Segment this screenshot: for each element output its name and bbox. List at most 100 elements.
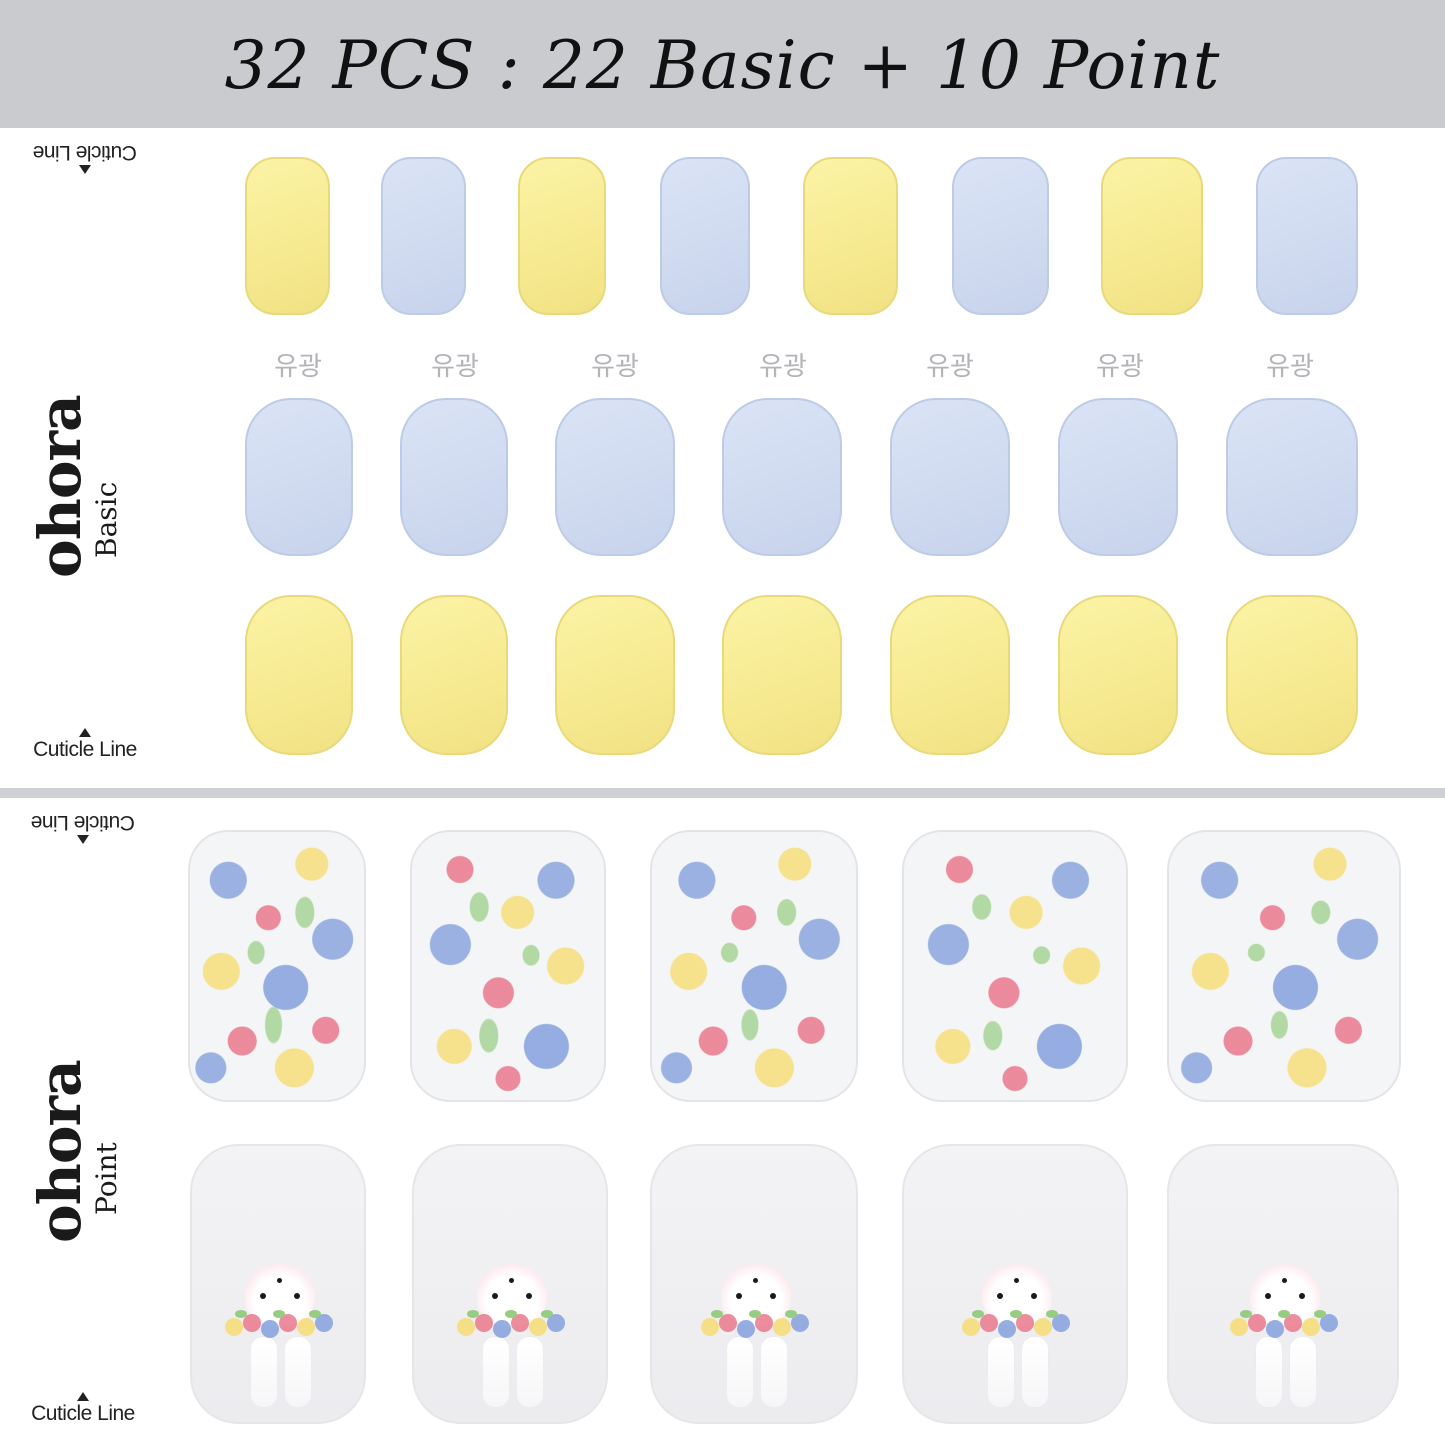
bunny-nail-tip (650, 1144, 858, 1424)
floral-nail-tip (1167, 830, 1401, 1102)
bouquet-flower (547, 1314, 565, 1332)
floral-nail-tip (188, 830, 366, 1102)
nail-tip (245, 595, 353, 755)
bouquet-flower (1034, 1318, 1052, 1336)
title-banner: 32 PCS : 22 Basic + 10 Point (0, 0, 1445, 128)
bunny-eye (509, 1278, 514, 1283)
nail-tip (1256, 157, 1358, 315)
bouquet-leaf (235, 1310, 247, 1318)
bouquet-leaf (1240, 1310, 1252, 1318)
bouquet-flower (1052, 1314, 1070, 1332)
bunny-leg (284, 1336, 312, 1408)
bunny-leg (482, 1336, 510, 1408)
flower-bouquet (225, 1310, 335, 1342)
flower-bouquet (962, 1310, 1072, 1342)
nail-tip (245, 157, 330, 315)
bouquet-flower (225, 1318, 243, 1336)
nail-tip (400, 398, 508, 556)
cuticle-line-label: Cuticle Line (33, 738, 137, 761)
bunny-nail-tip (412, 1144, 608, 1424)
arrow-up-icon (79, 165, 91, 174)
bunny-leg (516, 1336, 544, 1408)
bunny-eye (492, 1293, 498, 1299)
bouquet-flower (755, 1314, 773, 1332)
gloss-label: 유광 (759, 351, 807, 381)
bunny-eye (277, 1278, 282, 1283)
bouquet-leaf (467, 1310, 479, 1318)
point-sheet: Cuticle Line ohora Point Cuticle Line (0, 798, 1445, 1445)
nail-tip (1226, 398, 1358, 556)
nail-tip (1226, 595, 1358, 755)
nail-tip (1101, 157, 1203, 315)
arrow-up-icon (79, 728, 91, 737)
arrow-up-icon (77, 835, 89, 844)
nail-tip (722, 595, 842, 755)
bunny-eye (1282, 1278, 1287, 1283)
brand-type: Basic (90, 481, 123, 558)
nail-tip (555, 595, 675, 755)
bouquet-flower (1230, 1318, 1248, 1336)
bouquet-flower (791, 1314, 809, 1332)
cuticle-line-label: Cuticle Line (33, 141, 137, 164)
brand-label-basic: ohora Basic (26, 338, 123, 578)
bouquet-flower (475, 1314, 493, 1332)
bouquet-leaf (711, 1310, 723, 1318)
bouquet-flower (719, 1314, 737, 1332)
bunny-leg (1289, 1336, 1317, 1408)
bouquet-leaf (273, 1310, 285, 1318)
bouquet-flower (529, 1318, 547, 1336)
brand-type: Point (90, 1142, 123, 1215)
nail-tip (1058, 595, 1178, 755)
bouquet-flower (297, 1318, 315, 1336)
bouquet-flower (1266, 1320, 1284, 1338)
bouquet-flower (1284, 1314, 1302, 1332)
cuticle-line-label: Cuticle Line (31, 1402, 135, 1425)
bouquet-leaf (1314, 1310, 1326, 1318)
bouquet-flower (315, 1314, 333, 1332)
bunny-eye (294, 1293, 300, 1299)
sheet-divider (0, 788, 1445, 798)
bunny-leg (1021, 1336, 1049, 1408)
gloss-label: 유광 (274, 351, 322, 381)
gloss-label: 유광 (1266, 351, 1314, 381)
bunny-nail-tip (902, 1144, 1128, 1424)
bouquet-leaf (749, 1310, 761, 1318)
nail-tip (890, 398, 1010, 556)
nail-tip (722, 398, 842, 556)
bunny-nail-tip (190, 1144, 366, 1424)
brand-name: ohora (26, 1060, 94, 1243)
bunny-eye (526, 1293, 532, 1299)
nail-tip (952, 157, 1049, 315)
bunny-eye (770, 1293, 776, 1299)
gloss-label: 유광 (431, 351, 479, 381)
bouquet-flower (457, 1318, 475, 1336)
nail-tip (890, 595, 1010, 755)
bunny-eye (753, 1278, 758, 1283)
bouquet-leaf (505, 1310, 517, 1318)
bunny-leg (760, 1336, 788, 1408)
bunny-leg (250, 1336, 278, 1408)
bouquet-flower (737, 1320, 755, 1338)
cuticle-line-top-marker: Cuticle Line (18, 810, 148, 844)
nail-tip (518, 157, 606, 315)
nail-tip (245, 398, 353, 556)
nail-tip (381, 157, 466, 315)
bouquet-flower (980, 1314, 998, 1332)
bouquet-flower (1248, 1314, 1266, 1332)
bunny-nail-tip (1167, 1144, 1399, 1424)
flower-bouquet (1230, 1310, 1340, 1342)
gloss-label: 유광 (1096, 351, 1144, 381)
nail-tip (555, 398, 675, 556)
bunny-eye (1031, 1293, 1037, 1299)
brand-name: ohora (26, 395, 94, 578)
bunny-eye (736, 1293, 742, 1299)
nail-tip (400, 595, 508, 755)
flower-bouquet (457, 1310, 567, 1342)
bouquet-flower (1302, 1318, 1320, 1336)
cuticle-line-top-marker: Cuticle Line (20, 140, 150, 174)
bunny-leg (987, 1336, 1015, 1408)
floral-nail-tip (650, 830, 858, 1102)
gloss-label: 유광 (926, 351, 974, 381)
bunny-eye (1265, 1293, 1271, 1299)
bouquet-flower (1016, 1314, 1034, 1332)
